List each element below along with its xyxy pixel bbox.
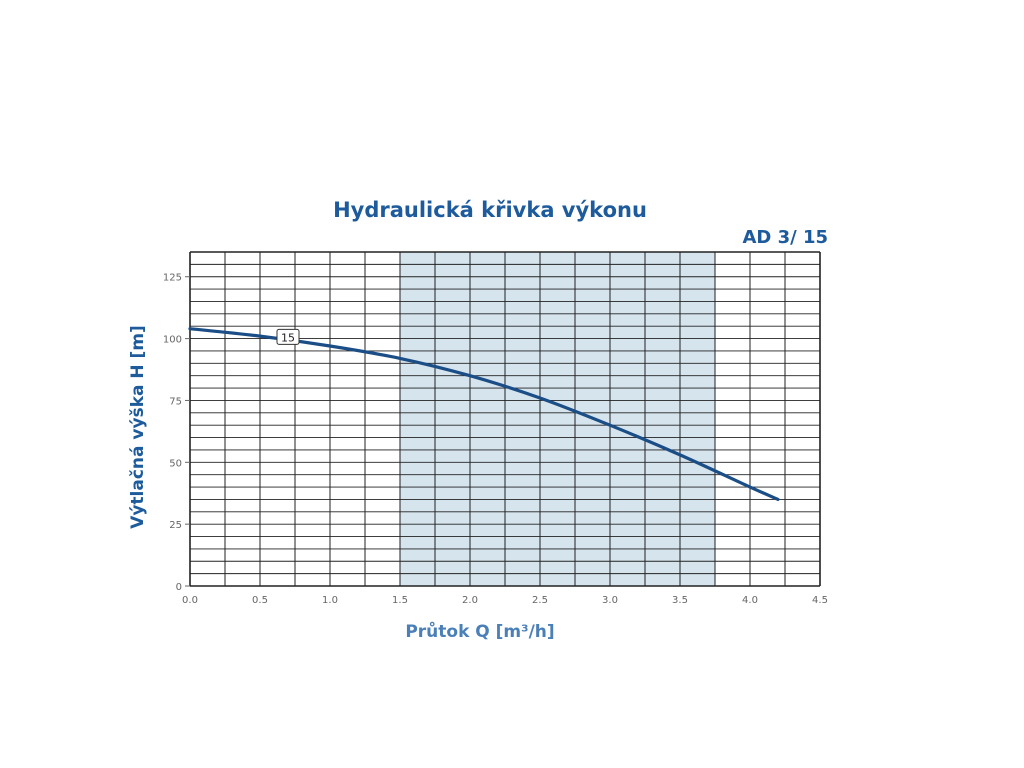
series-label-box — [276, 328, 300, 345]
x-tick-label: 0.5 — [252, 595, 268, 606]
x-tick-label: 3.0 — [602, 595, 618, 606]
x-tick-label: 1.0 — [322, 595, 338, 606]
y-tick-label: 125 — [163, 273, 182, 284]
model-label: AD 3/ 15 — [742, 227, 828, 248]
y-tick-label: 0 — [176, 582, 182, 593]
x-tick-label: 2.0 — [462, 595, 478, 606]
x-axis-label: Průtok Q [m³/h] — [405, 622, 555, 642]
x-tick-label: 4.5 — [812, 595, 828, 606]
series-label: 15 — [281, 331, 295, 344]
chart-title: Hydraulická křivka výkonu — [333, 198, 647, 222]
x-tick-label: 1.5 — [392, 595, 408, 606]
y-tick-label: 50 — [169, 458, 182, 469]
x-tick-label: 0.0 — [182, 595, 198, 606]
x-tick-label: 2.5 — [532, 595, 548, 606]
x-tick-label: 4.0 — [742, 595, 758, 606]
y-tick-label: 75 — [169, 396, 182, 407]
y-tick-label: 100 — [163, 335, 182, 346]
y-tick-label: 25 — [169, 520, 182, 531]
operating-range-band — [400, 252, 715, 586]
x-tick-label: 3.5 — [672, 595, 688, 606]
